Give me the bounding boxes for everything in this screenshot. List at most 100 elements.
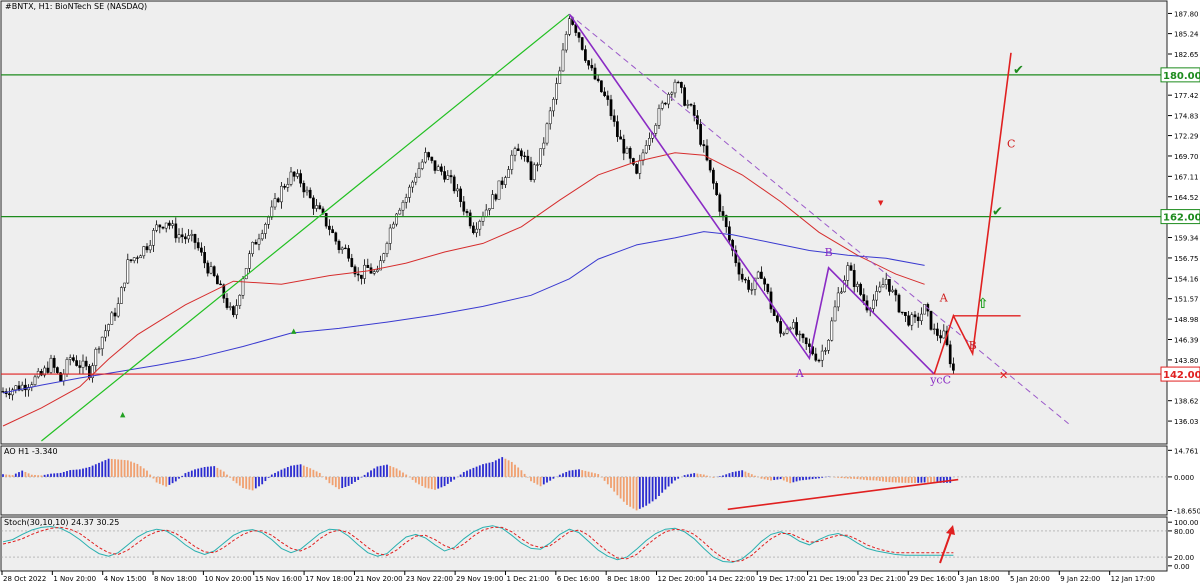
candle-body bbox=[584, 49, 587, 61]
candle-body bbox=[8, 393, 11, 396]
candle-body bbox=[808, 343, 811, 347]
candle-body bbox=[686, 104, 690, 106]
wave-label: B bbox=[825, 246, 833, 259]
candle-body bbox=[244, 268, 248, 280]
candle-body bbox=[776, 315, 779, 322]
ao-tick-label: -18.650 bbox=[1174, 507, 1200, 515]
wave-label: A bbox=[939, 292, 949, 305]
candle-body bbox=[705, 145, 709, 161]
moving-average-line bbox=[2, 152, 925, 427]
time-tick-label: 21 Dec 19:00 bbox=[809, 575, 856, 583]
candle-body bbox=[830, 320, 834, 341]
candle-body bbox=[382, 253, 386, 262]
candle-body bbox=[286, 184, 290, 188]
level-price-box bbox=[1160, 67, 1200, 83]
candle-body bbox=[433, 160, 437, 171]
candle-body bbox=[209, 266, 213, 274]
candle-body bbox=[824, 350, 827, 352]
candle-body bbox=[49, 357, 53, 373]
ao-tick-label: 0.000 bbox=[1174, 474, 1194, 482]
candle-body bbox=[65, 359, 69, 375]
candle-body bbox=[520, 150, 523, 157]
candle-body bbox=[900, 311, 904, 314]
candle-body bbox=[376, 269, 379, 272]
stoch-plot-group bbox=[1, 525, 1167, 564]
candle-body bbox=[612, 115, 616, 122]
candle-body bbox=[11, 389, 14, 396]
candle-body bbox=[187, 235, 190, 240]
time-tick-label: 23 Nov 22:00 bbox=[406, 575, 453, 583]
candle-body bbox=[113, 312, 117, 317]
candle-body bbox=[596, 78, 600, 81]
candle-body bbox=[872, 299, 875, 310]
time-tick-label: 29 Nov 19:00 bbox=[456, 575, 503, 583]
price-tick-label: 159.34 bbox=[1174, 235, 1199, 243]
candle-body bbox=[875, 291, 878, 301]
candle-body bbox=[820, 350, 824, 361]
candle-body bbox=[491, 194, 494, 209]
candle-body bbox=[292, 171, 296, 177]
candle-body bbox=[532, 164, 536, 180]
time-tick-label: 19 Dec 17:00 bbox=[758, 575, 805, 583]
candle-body bbox=[712, 169, 715, 184]
candle-body bbox=[676, 81, 680, 84]
candle-body bbox=[558, 70, 562, 84]
candle-body bbox=[795, 322, 798, 335]
small-up-marker-icon: ▲ bbox=[120, 411, 126, 419]
candle-body bbox=[283, 185, 286, 188]
candle-body bbox=[302, 182, 306, 193]
time-tick-label: 12 Dec 20:00 bbox=[658, 575, 705, 583]
stoch-red-arrow-shaft bbox=[939, 531, 952, 564]
candle-body bbox=[264, 224, 267, 234]
candle-body bbox=[497, 180, 501, 200]
candle-body bbox=[20, 384, 24, 391]
candle-body bbox=[737, 262, 741, 275]
candle-body bbox=[196, 242, 200, 249]
candle-body bbox=[40, 370, 43, 376]
candle-body bbox=[670, 92, 674, 95]
candle-body bbox=[603, 91, 606, 96]
candle-body bbox=[446, 175, 450, 180]
candle-body bbox=[555, 83, 558, 100]
time-tick-label: 14 Dec 22:00 bbox=[708, 575, 755, 583]
candle-body bbox=[936, 328, 939, 336]
candle-body bbox=[920, 313, 923, 322]
candle-body bbox=[715, 183, 718, 195]
candle-body bbox=[846, 265, 850, 281]
time-tick-label: 9 Jan 22:00 bbox=[1060, 575, 1100, 583]
candle-body bbox=[84, 360, 88, 367]
candle-body bbox=[801, 333, 805, 339]
candle-body bbox=[347, 248, 350, 259]
candle-body bbox=[152, 230, 155, 246]
candle-body bbox=[123, 282, 126, 288]
candle-body bbox=[881, 284, 885, 288]
candle-body bbox=[193, 234, 197, 243]
price-tick-label: 172.29 bbox=[1174, 133, 1199, 141]
candle-body bbox=[632, 158, 635, 165]
candle-body bbox=[827, 339, 830, 351]
candle-body bbox=[644, 145, 648, 154]
candle-body bbox=[782, 333, 786, 335]
candle-body bbox=[913, 314, 917, 318]
candle-body bbox=[792, 322, 795, 329]
candle-body bbox=[161, 226, 165, 229]
candle-body bbox=[142, 246, 146, 257]
candle-body bbox=[683, 87, 686, 106]
candle-body bbox=[401, 201, 405, 211]
price-tick-label: 164.52 bbox=[1174, 194, 1199, 202]
candle-body bbox=[840, 291, 843, 294]
price-tick-label: 169.70 bbox=[1174, 153, 1199, 161]
candle-body bbox=[619, 136, 622, 140]
level-price-label: 162.00 bbox=[1163, 213, 1200, 224]
candle-body bbox=[366, 264, 370, 268]
candle-body bbox=[427, 152, 430, 158]
candle-body bbox=[587, 60, 590, 66]
candle-body bbox=[305, 189, 309, 193]
candle-body bbox=[478, 221, 482, 230]
candle-body bbox=[942, 330, 946, 339]
candle-body bbox=[916, 316, 920, 322]
candle-body bbox=[155, 224, 158, 231]
candle-body bbox=[606, 95, 610, 100]
candle-body bbox=[206, 262, 210, 274]
